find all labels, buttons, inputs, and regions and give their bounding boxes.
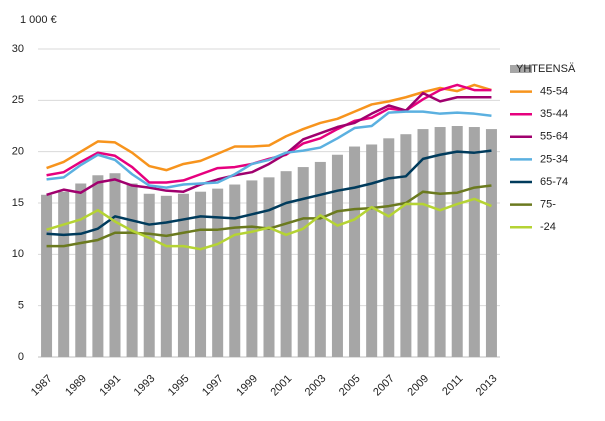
x-tick-label: 2003 bbox=[303, 373, 329, 399]
bar bbox=[160, 195, 172, 357]
bar bbox=[41, 194, 53, 357]
y-tick-label: 5 bbox=[18, 300, 24, 312]
line bbox=[46, 110, 492, 189]
bar bbox=[143, 193, 155, 357]
legend-label: 75- bbox=[540, 199, 556, 211]
legend-label: YHTEENSÄ bbox=[516, 63, 576, 75]
y-tick-label: 30 bbox=[12, 43, 24, 55]
bar bbox=[400, 134, 412, 357]
x-tick-label: 1987 bbox=[29, 373, 55, 399]
x-tick-label: 1995 bbox=[166, 373, 192, 399]
bar bbox=[126, 183, 138, 357]
legend-label: 45-54 bbox=[540, 86, 568, 98]
bar bbox=[451, 126, 463, 357]
x-tick-label: 1999 bbox=[234, 373, 260, 399]
y-tick-label: 15 bbox=[12, 197, 24, 209]
x-tick-label: 2007 bbox=[371, 373, 397, 399]
bar bbox=[417, 129, 429, 357]
bar bbox=[314, 161, 326, 357]
x-tick-label: 2005 bbox=[337, 373, 363, 399]
bar bbox=[58, 191, 70, 357]
legend-label: 65-74 bbox=[540, 176, 568, 188]
bar bbox=[280, 171, 292, 357]
bar bbox=[468, 127, 480, 357]
bar bbox=[297, 167, 309, 357]
bar bbox=[434, 127, 446, 357]
bar bbox=[75, 183, 87, 357]
bar bbox=[195, 191, 207, 357]
line bbox=[46, 91, 492, 196]
x-tick-label: 2013 bbox=[474, 373, 500, 399]
bar bbox=[485, 129, 497, 357]
bar bbox=[177, 193, 189, 357]
bar bbox=[109, 173, 121, 357]
line bbox=[46, 83, 492, 172]
legend-label: -24 bbox=[540, 221, 556, 233]
legend-swatch bbox=[510, 65, 532, 73]
x-tick-label: 1991 bbox=[97, 373, 123, 399]
y-tick-label: 20 bbox=[12, 146, 24, 158]
x-tick-label: 1997 bbox=[200, 373, 226, 399]
bar bbox=[212, 188, 224, 357]
legend-label: 55-64 bbox=[540, 131, 568, 143]
bar bbox=[229, 184, 241, 357]
bar bbox=[263, 177, 275, 357]
x-tick-label: 2001 bbox=[268, 373, 294, 399]
line bbox=[46, 197, 492, 251]
bar bbox=[383, 138, 395, 357]
line bbox=[46, 149, 492, 237]
bar bbox=[246, 180, 258, 357]
legend-label: 25-34 bbox=[540, 153, 568, 165]
x-tick-label: 2009 bbox=[405, 373, 431, 399]
y-axis-unit: 1 000 € bbox=[20, 14, 57, 26]
x-tick-label: 2011 bbox=[440, 373, 465, 398]
legend-label: 35-44 bbox=[540, 108, 568, 120]
bar bbox=[92, 175, 104, 357]
y-tick-label: 25 bbox=[12, 94, 24, 106]
x-tick-label: 1989 bbox=[63, 373, 89, 399]
y-tick-label: 0 bbox=[18, 351, 24, 363]
bar bbox=[349, 146, 361, 357]
bar bbox=[366, 144, 378, 357]
bar bbox=[331, 154, 343, 357]
y-tick-label: 10 bbox=[12, 248, 24, 260]
x-tick-label: 1993 bbox=[132, 373, 158, 399]
